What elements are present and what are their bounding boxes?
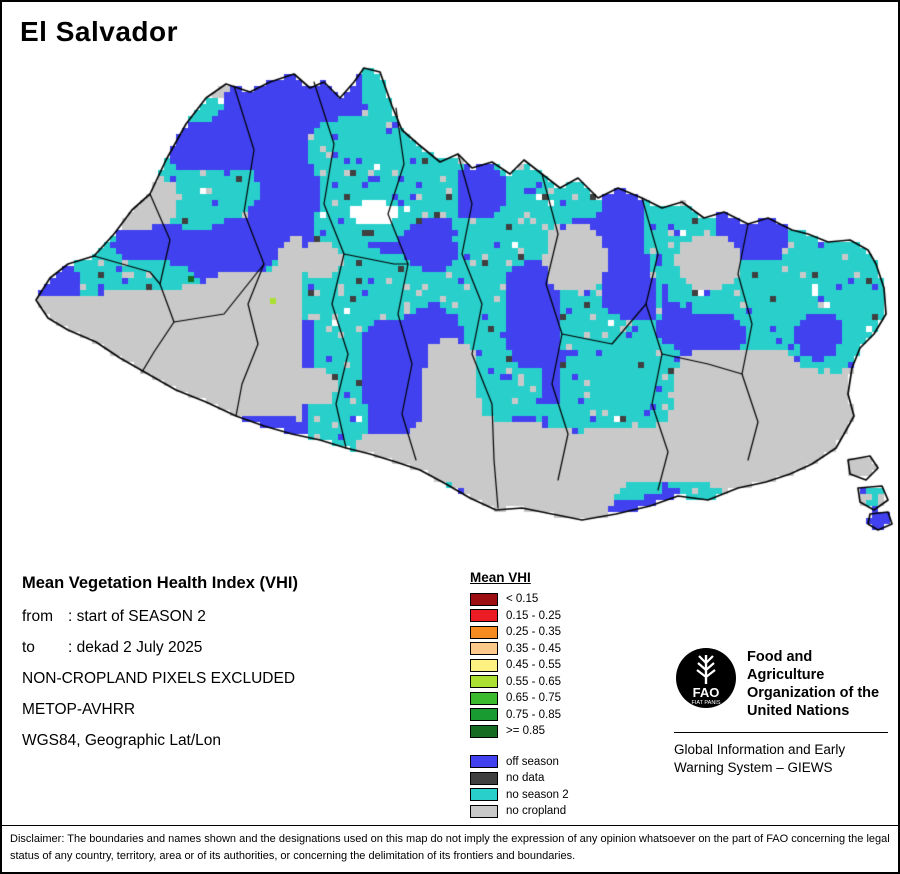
legend-swatch	[470, 675, 498, 689]
legend-swatch	[470, 625, 498, 639]
legend-swatch	[470, 642, 498, 656]
details-heading: Mean Vegetation Health Index (VHI)	[22, 574, 298, 592]
page-title: El Salvador	[20, 16, 179, 47]
legend-swatch	[470, 592, 498, 606]
legend-swatch	[470, 771, 498, 785]
legend-swatch	[470, 609, 498, 623]
details-exclusion: NON-CROPLAND PIXELS EXCLUDED	[22, 670, 296, 687]
giews-line: Warning System – GIEWS	[674, 759, 833, 775]
legend-gap	[470, 740, 569, 754]
fao-block: FAO FIAT PANIS Food and Agriculture Orga…	[674, 644, 888, 777]
fao-org-line: Food and Agriculture	[747, 649, 825, 683]
details-projection: WGS84, Geographic Lat/Lon	[22, 732, 222, 749]
legend-swatch	[470, 658, 498, 672]
fao-org-line: Organization of the	[747, 684, 880, 701]
legend-category-row: no season 2	[470, 787, 569, 804]
legend-swatch	[470, 788, 498, 802]
legend-class-row: 0.55 - 0.65	[470, 674, 569, 691]
fao-divider	[674, 731, 888, 733]
legend-swatch	[470, 724, 498, 738]
details-to: to : dekad 2 July 2025	[22, 639, 298, 657]
to-value: : dekad 2 July 2025	[68, 639, 203, 656]
legend-class-row: 0.65 - 0.75	[470, 690, 569, 707]
fao-org-line: United Nations	[747, 702, 850, 719]
legend-title: Mean VHI	[470, 570, 531, 585]
legend-class-row: < 0.15	[470, 591, 569, 608]
map-details: Mean Vegetation Health Index (VHI) from:…	[22, 574, 298, 763]
legend-class-row: >= 0.85	[470, 723, 569, 740]
legend-category-row: no cropland	[470, 803, 569, 820]
legend-class-row: 0.35 - 0.45	[470, 641, 569, 658]
legend: Mean VHI < 0.15 0.15 - 0.25 0.25 - 0.35 …	[470, 570, 569, 820]
legend-swatch	[470, 804, 498, 818]
legend-category-row: off season	[470, 754, 569, 771]
legend-swatch	[470, 708, 498, 722]
disclaimer-text: Disclaimer: The boundaries and names sho…	[2, 825, 898, 872]
legend-category-row: no data	[470, 770, 569, 787]
fao-logo-acronym: FAO	[693, 685, 720, 700]
fao-org-name: Food and Agriculture Organization of the…	[747, 644, 888, 721]
details-sensor: METOP-AVHRR	[22, 701, 136, 718]
fao-logo-motto: FIAT PANIS	[691, 700, 720, 706]
legend-class-row: 0.25 - 0.35	[470, 624, 569, 641]
from-label: from	[22, 608, 53, 625]
legend-swatch	[470, 691, 498, 705]
details-from: from : start of SEASON 2	[22, 608, 298, 626]
legend-class-row: 0.15 - 0.25	[470, 608, 569, 625]
vhi-raster-map	[2, 2, 898, 562]
from-value: : start of SEASON 2	[68, 608, 206, 625]
to-label: to	[22, 639, 35, 656]
giews-label: Global Information and Early Warning Sys…	[674, 741, 888, 777]
fao-header: FAO FIAT PANIS Food and Agriculture Orga…	[674, 644, 888, 721]
legend-class-row: 0.75 - 0.85	[470, 707, 569, 724]
fao-logo-icon: FAO FIAT PANIS	[676, 648, 736, 708]
legend-swatch	[470, 755, 498, 769]
giews-line: Global Information and Early	[674, 741, 846, 757]
legend-class-row: 0.45 - 0.55	[470, 657, 569, 674]
